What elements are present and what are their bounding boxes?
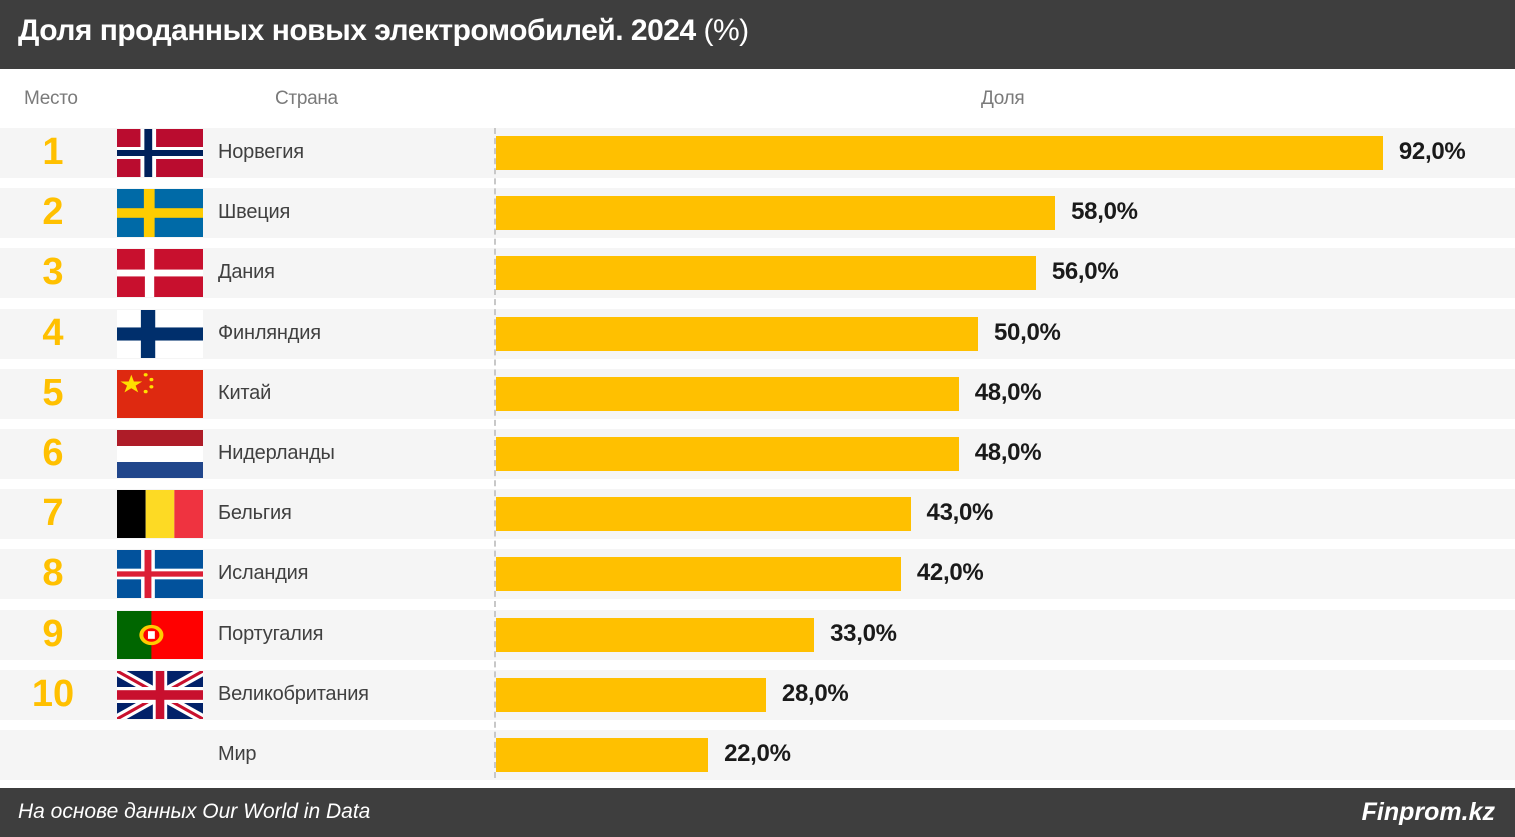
chart-row: 7 Бельгия 43,0% bbox=[0, 489, 1515, 540]
norway-flag-icon bbox=[117, 129, 203, 177]
china-flag-icon bbox=[117, 369, 203, 418]
chart-row: Мир 22,0% bbox=[0, 730, 1515, 780]
data-label: 92,0% bbox=[1398, 138, 1466, 165]
footer-bar: На основе данных Our World in Data Finpr… bbox=[0, 788, 1515, 837]
data-label: 50,0% bbox=[994, 318, 1061, 346]
column-header-country: Страна bbox=[275, 88, 338, 109]
bar bbox=[496, 316, 978, 351]
country-label: Исландия bbox=[218, 562, 309, 585]
iceland-flag-icon bbox=[117, 550, 203, 599]
title-text: Доля проданных новых электромобилей. 202… bbox=[18, 14, 696, 47]
bar bbox=[496, 677, 766, 712]
rank-label: 9 bbox=[42, 612, 64, 655]
country-label: Мир bbox=[218, 743, 257, 765]
bar bbox=[496, 497, 911, 532]
country-label: Нидерланды bbox=[218, 442, 335, 464]
source-note: На основе данных Our World in Data bbox=[18, 800, 371, 823]
data-label: 33,0% bbox=[830, 619, 897, 647]
chart-title: Доля проданных новых электромобилей. 202… bbox=[18, 14, 749, 48]
chart-row: 5 Китай 48,0% bbox=[0, 368, 1515, 419]
country-label: Бельгия bbox=[218, 502, 292, 525]
data-label: 58,0% bbox=[1071, 198, 1138, 226]
data-label: 56,0% bbox=[1051, 258, 1119, 286]
portugal-flag-icon bbox=[117, 610, 203, 659]
country-label: Португалия bbox=[218, 622, 324, 645]
data-label: 28,0% bbox=[781, 679, 849, 707]
bar bbox=[496, 196, 1056, 231]
header-bar: Доля проданных новых электромобилей. 202… bbox=[0, 0, 1515, 69]
chart-row: 8 Исландия 42,0% bbox=[0, 549, 1515, 600]
country-label: Швеция bbox=[218, 201, 291, 224]
country-label: Великобритания bbox=[218, 682, 369, 705]
chart-row: 2 Швеция 58,0% bbox=[0, 188, 1515, 239]
brand-logo: Finprom.kz bbox=[1361, 798, 1495, 826]
rank-label: 1 bbox=[42, 131, 64, 173]
bar bbox=[496, 256, 1036, 291]
rank-label: 5 bbox=[42, 371, 64, 414]
data-label: 48,0% bbox=[974, 439, 1042, 466]
data-label: 43,0% bbox=[926, 499, 994, 527]
rank-label: 4 bbox=[42, 311, 64, 354]
bar bbox=[496, 437, 959, 471]
denmark-flag-icon bbox=[117, 249, 203, 298]
country-label: Норвегия bbox=[218, 141, 304, 163]
chart-row: 6 Нидерланды 48,0% bbox=[0, 429, 1515, 479]
bar bbox=[496, 617, 815, 652]
finland-flag-icon bbox=[117, 309, 203, 358]
axis-divider bbox=[494, 128, 496, 778]
country-label: Китай bbox=[218, 381, 272, 404]
bar bbox=[496, 557, 901, 592]
data-label: 48,0% bbox=[974, 378, 1042, 406]
chart-row: 10 Великобритания 28,0% bbox=[0, 669, 1515, 720]
bar bbox=[496, 136, 1383, 170]
chart-row: 4 Финляндия 50,0% bbox=[0, 308, 1515, 359]
bar bbox=[496, 738, 709, 772]
chart-row: 3 Дания 56,0% bbox=[0, 248, 1515, 299]
rank-label: 3 bbox=[42, 251, 64, 294]
rank-label: 6 bbox=[42, 432, 64, 474]
netherlands-flag-icon bbox=[117, 430, 203, 478]
bar bbox=[496, 376, 959, 411]
rank-label: 8 bbox=[42, 552, 64, 595]
column-header-share: Доля bbox=[981, 88, 1025, 109]
chart-row: 9 Португалия 33,0% bbox=[0, 609, 1515, 660]
country-label: Дания bbox=[218, 261, 275, 284]
rank-label: 10 bbox=[31, 672, 75, 715]
data-label: 42,0% bbox=[916, 559, 984, 587]
belgium-flag-icon bbox=[117, 490, 203, 539]
sweden-flag-icon bbox=[117, 189, 203, 238]
title-unit: (%) bbox=[703, 14, 750, 47]
uk-flag-icon bbox=[117, 670, 203, 719]
rank-label: 7 bbox=[42, 492, 64, 535]
chart-row: 1 Норвегия 92,0% bbox=[0, 128, 1515, 178]
rank-label: 2 bbox=[42, 191, 64, 234]
country-label: Финляндия bbox=[218, 321, 321, 344]
column-header-rank: Место bbox=[24, 88, 78, 109]
data-label: 22,0% bbox=[724, 740, 791, 767]
